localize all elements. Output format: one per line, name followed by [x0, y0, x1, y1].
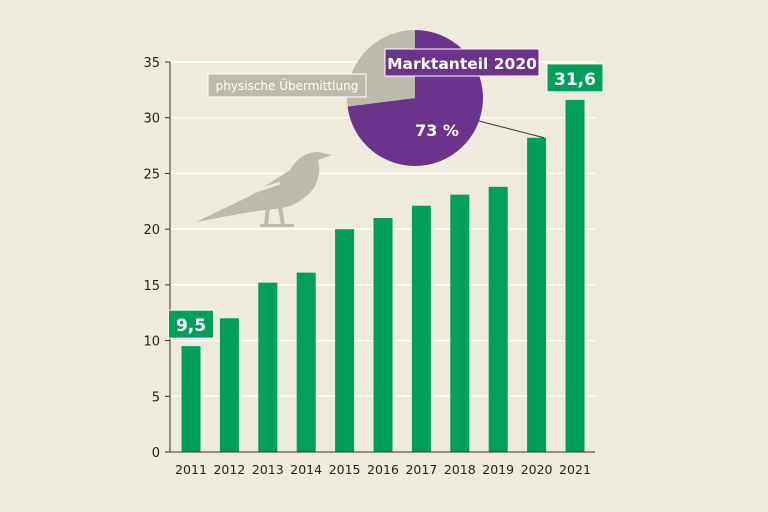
value-label-box: [168, 309, 214, 339]
x-tick-label: 2012: [213, 462, 245, 477]
x-tick-label: 2013: [252, 462, 284, 477]
pie-title-box: [384, 48, 540, 77]
x-tick-label: 2021: [559, 462, 591, 477]
y-tick-label: 5: [152, 390, 160, 405]
bar-2011: [181, 346, 201, 452]
bar-2016: [373, 218, 393, 452]
y-tick-label: 20: [143, 223, 160, 238]
value-label: 9,5: [176, 316, 206, 336]
bar-2012: [219, 318, 239, 452]
pie-connector: [474, 119, 545, 139]
x-tick-label: 2020: [521, 462, 553, 477]
value-label: 31,6: [554, 70, 596, 90]
x-tick-label: 2014: [290, 462, 322, 477]
bar-2017: [411, 205, 431, 452]
pie-label-box: [207, 73, 367, 98]
y-tick-label: 25: [143, 167, 160, 182]
bar-2013: [258, 282, 278, 452]
y-tick-label: 10: [143, 335, 160, 350]
bar-2014: [296, 272, 316, 452]
y-tick-label: 15: [143, 279, 160, 294]
pie-label-main: 73 %: [415, 121, 459, 140]
value-label-box: [546, 63, 604, 93]
x-tick-label: 2011: [175, 462, 207, 477]
pie-title: Marktanteil 2020: [387, 55, 537, 73]
x-tick-label: 2018: [444, 462, 476, 477]
y-tick-label: 35: [143, 56, 160, 71]
bar-2018: [450, 194, 470, 452]
x-tick-label: 2019: [482, 462, 514, 477]
bar-2021: [565, 99, 585, 452]
pie-label-other: physische Übermittlung: [216, 77, 359, 93]
x-tick-label: 2017: [405, 462, 437, 477]
x-tick-label: 2016: [367, 462, 399, 477]
bar-2020: [527, 137, 547, 452]
y-tick-label: 0: [152, 446, 160, 461]
x-tick-label: 2015: [329, 462, 361, 477]
bar-2015: [335, 229, 355, 452]
magpie-bird-icon: [196, 152, 332, 227]
y-tick-label: 30: [143, 112, 160, 127]
bar-2019: [488, 186, 508, 453]
